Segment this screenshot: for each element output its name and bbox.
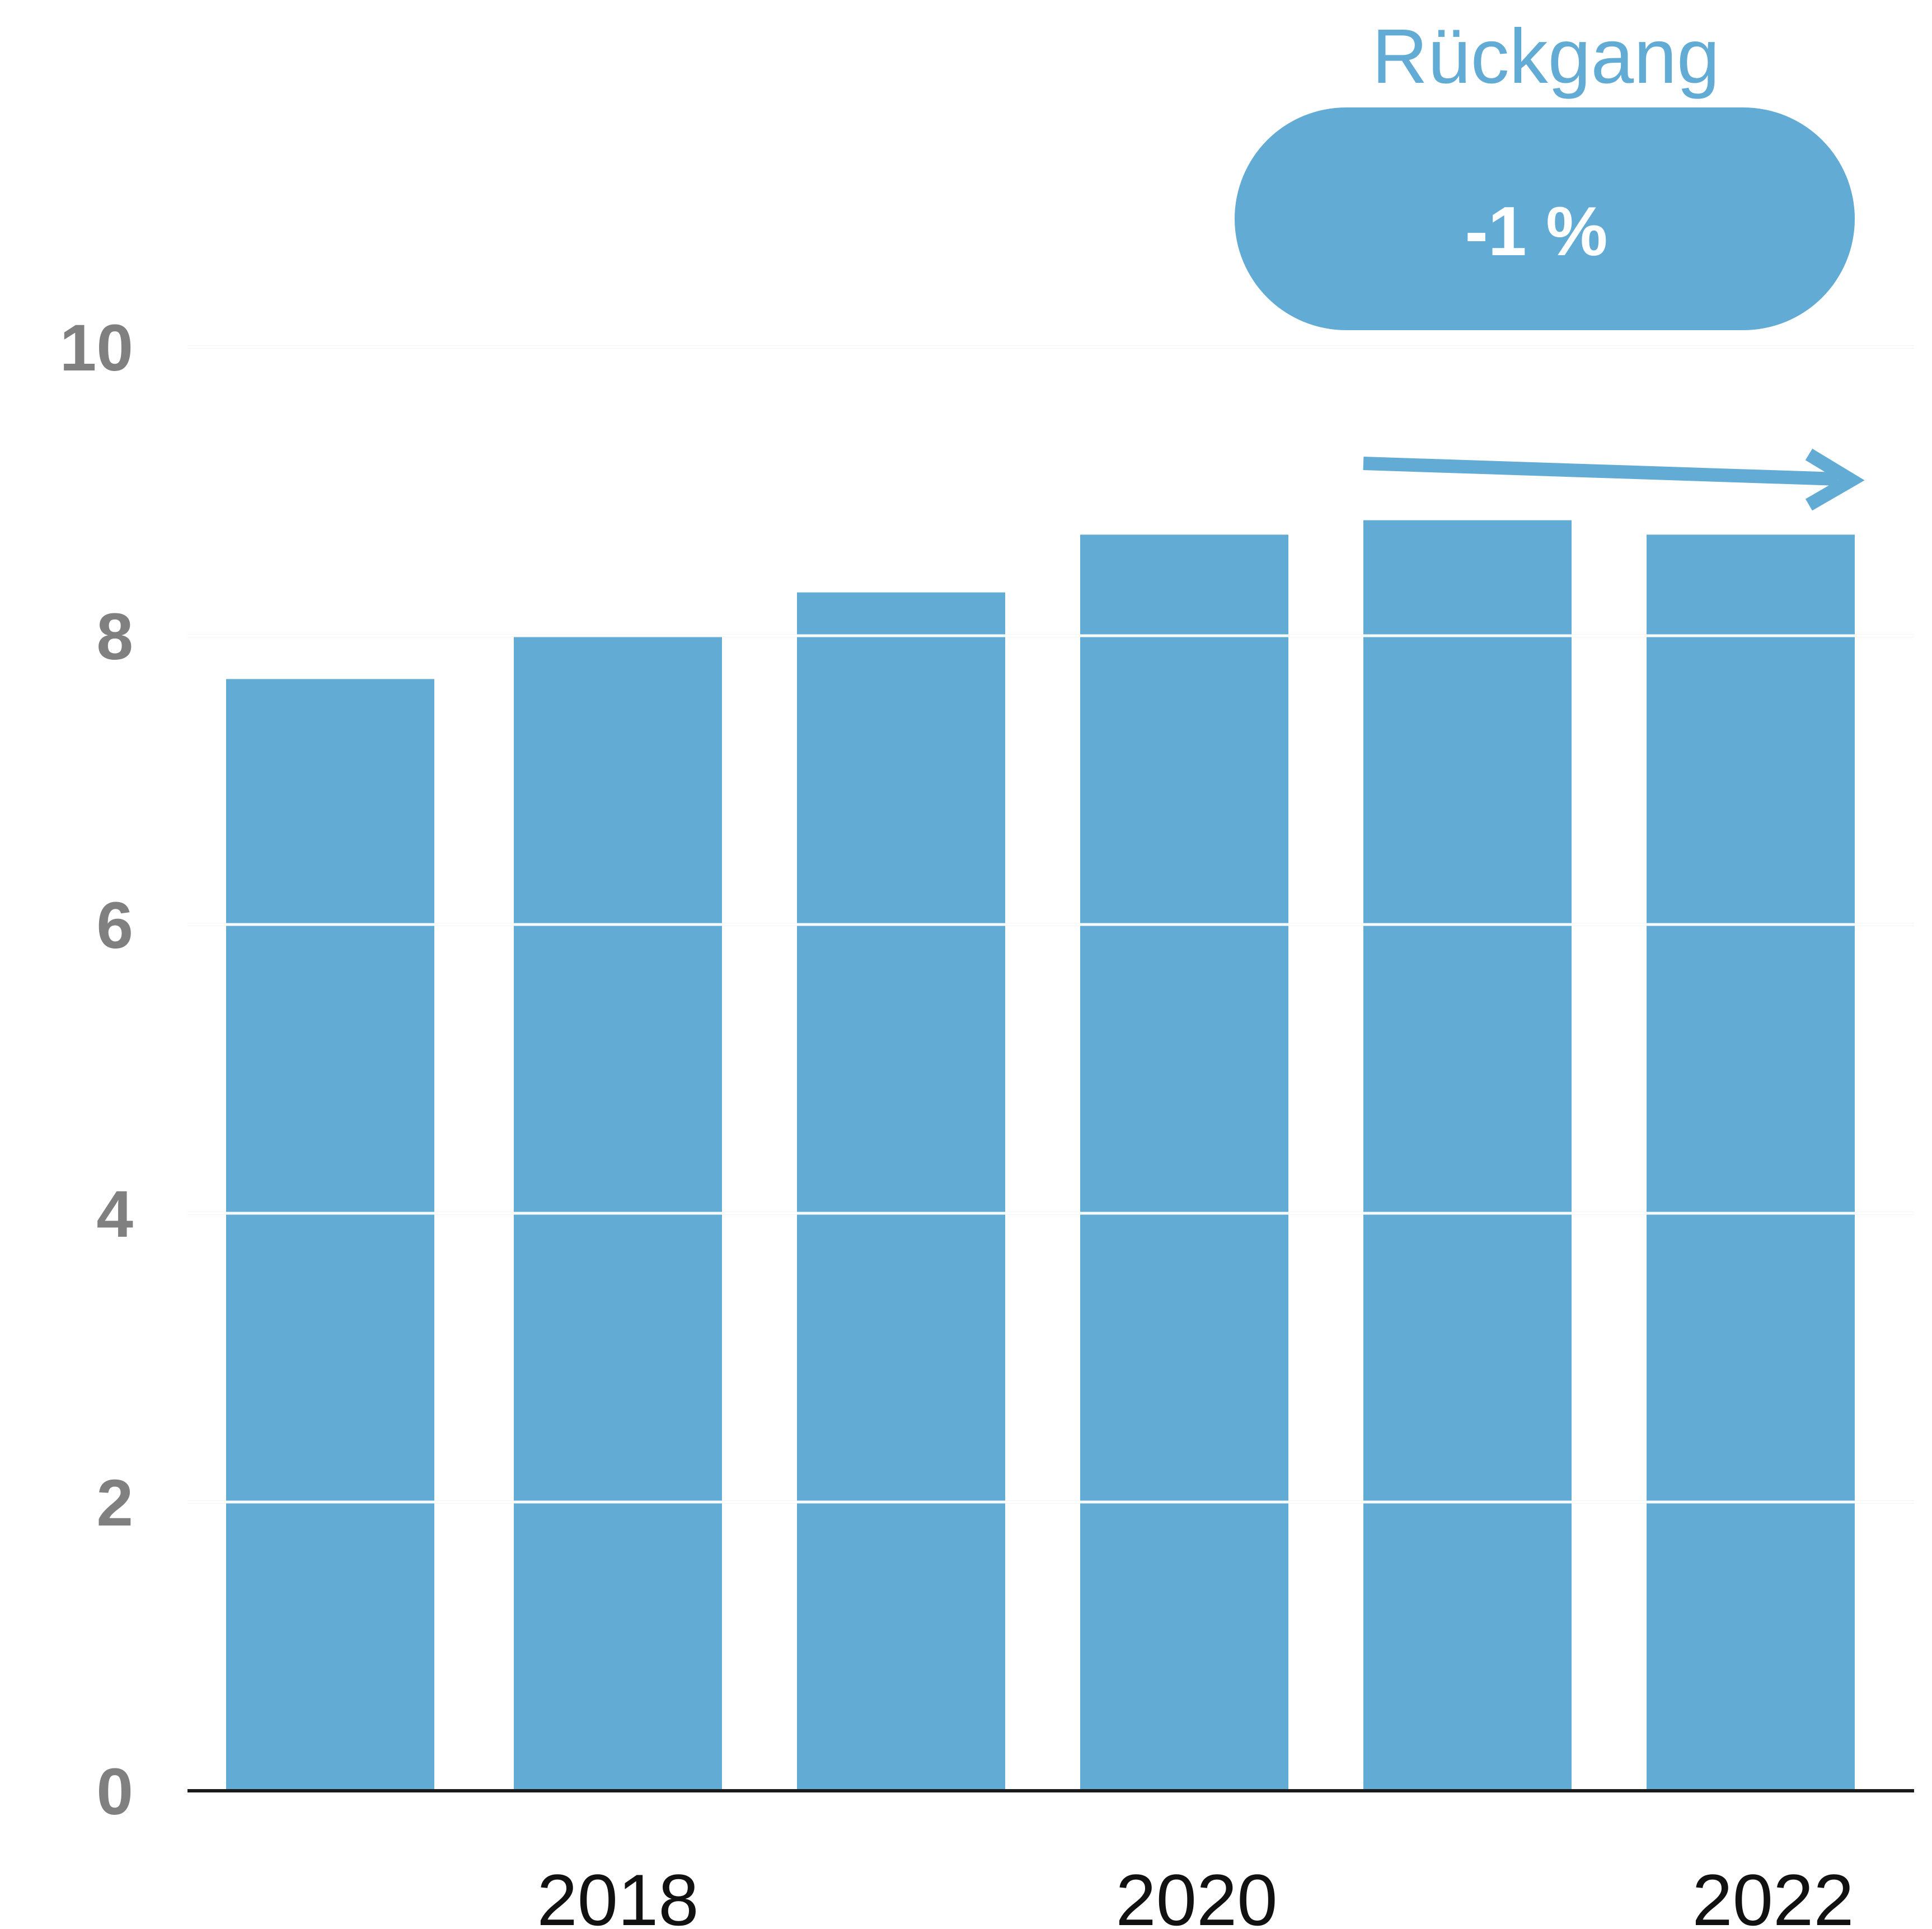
annotation-value: -1 %: [1465, 193, 1608, 270]
y-tick-label: 4: [96, 1177, 133, 1251]
y-axis-tick-labels: 0 2 4 6 8 10: [60, 311, 133, 1829]
x-tick-label: 2022: [1692, 1859, 1854, 1926]
x-tick-label: 2018: [537, 1859, 698, 1926]
y-tick-label: 8: [96, 600, 133, 674]
trend-annotation: Rückgang -1 %: [1235, 13, 1865, 511]
bar-gridline-overlay: [187, 345, 1914, 1504]
y-tick-label: 2: [96, 1466, 133, 1540]
y-tick-label: 0: [96, 1755, 133, 1829]
x-axis-tick-labels: 2018 2020 2022: [537, 1859, 1854, 1929]
bar: [1080, 534, 1288, 1791]
bar: [1647, 534, 1855, 1791]
trend-arrow-head: [1805, 448, 1865, 511]
bar: [226, 679, 434, 1791]
y-tick-label: 6: [96, 889, 133, 963]
bars: [226, 520, 1855, 1791]
bar: [1363, 520, 1572, 1791]
bar: [797, 592, 1005, 1791]
trend-arrow-icon: [1363, 448, 1865, 511]
y-tick-label: 10: [60, 311, 133, 385]
trend-arrow-shaft: [1363, 457, 1839, 486]
annotation-label: Rückgang: [1372, 13, 1719, 100]
x-tick-label: 2020: [1115, 1859, 1277, 1926]
annotation-pill: [1235, 107, 1855, 330]
